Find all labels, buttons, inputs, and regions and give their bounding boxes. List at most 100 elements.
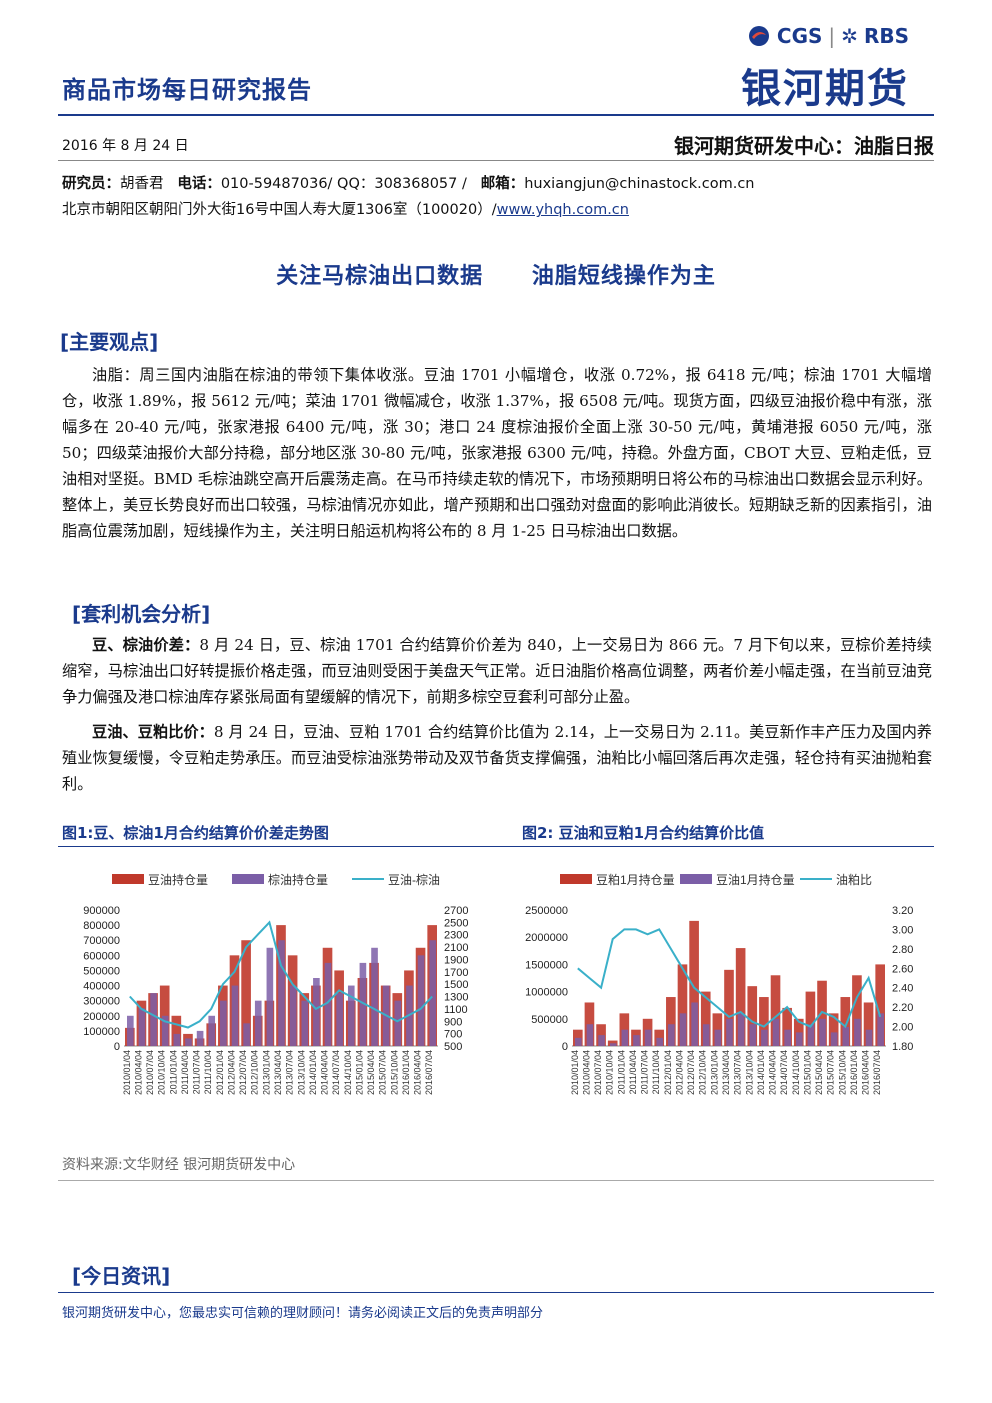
researcher-label: 研究员： [62, 176, 120, 192]
arbitrage-paragraph-2: 豆油、豆粕比价：8 月 24 日，豆油、豆粕 1701 合约结算价比值为 2.1… [62, 719, 932, 797]
bar-series-1 [654, 1029, 665, 1046]
bar-series-2 [266, 947, 274, 1046]
bar-series-1 [759, 997, 769, 1046]
y-right-tick-label: 2300 [444, 930, 468, 942]
logo-separator: | [828, 24, 836, 48]
y-left-tick-label: 100000 [83, 1026, 120, 1038]
bar-series-2 [161, 1015, 169, 1046]
x-tick-label: 2010/04/04 [133, 1050, 143, 1095]
x-tick-label: 2010/10/04 [605, 1050, 615, 1095]
bar-series-2 [598, 1035, 605, 1046]
y-left-tick-label: 300000 [83, 996, 120, 1008]
line-series [129, 920, 433, 1029]
x-tick-label: 2010/01/04 [122, 1050, 132, 1095]
x-tick-label: 2011/07/04 [192, 1050, 202, 1094]
arbitrage-paragraph-1: 豆、棕油价差：8 月 24 日，豆、棕油 1701 合约结算价价差为 840，上… [62, 632, 932, 710]
title-part1: 关注马棕油出口数据 [276, 264, 484, 289]
y-right-tick-label: 1100 [444, 1004, 468, 1016]
x-tick-label: 2013/07/04 [733, 1050, 743, 1095]
x-tick-label: 2015/01/04 [802, 1050, 812, 1095]
bar-series-1 [619, 1013, 630, 1046]
bar-series-1 [241, 940, 251, 1046]
x-tick-label: 2013/04/04 [721, 1050, 731, 1095]
y-left-tick-label: 0 [562, 1041, 568, 1053]
x-tick-label: 2013/07/04 [285, 1050, 295, 1095]
x-tick-label: 2011/04/04 [180, 1050, 190, 1094]
x-tick-label: 2015/10/04 [837, 1050, 847, 1095]
bar-series-2 [865, 1029, 873, 1046]
cgs-rbs-logo: CGS | ✲ RBS [747, 24, 909, 48]
x-tick-label: 2011/04/04 [628, 1050, 638, 1094]
y-right-tick-label: 1500 [444, 979, 468, 991]
y-right-tick-label: 2.20 [892, 1002, 913, 1014]
bar-series-2 [633, 1035, 640, 1046]
bar-series-2 [243, 1023, 250, 1046]
y-left-tick-label: 500000 [83, 965, 120, 977]
header-divider [58, 160, 934, 161]
x-tick-label: 2011/07/04 [640, 1050, 650, 1094]
bar-series-2 [621, 1029, 629, 1046]
data-source: 资料来源:文华财经 银河期货研发中心 [62, 1157, 296, 1173]
legend-label: 棕油持仓量 [268, 872, 328, 887]
x-tick-label: 2011/10/04 [203, 1050, 213, 1094]
x-tick-label: 2014/01/04 [308, 1050, 318, 1095]
arb1-label: 豆、棕油价差： [92, 636, 200, 654]
header-rule [58, 114, 934, 116]
arb1-text: 8 月 24 日，豆、棕油 1701 合约结算价价差为 840，上一交易日为 8… [62, 636, 932, 706]
bar-series-2 [854, 1018, 861, 1046]
email-value[interactable]: huxiangjun@chinastock.com.cn [524, 176, 755, 192]
x-tick-label: 2016/04/04 [861, 1050, 871, 1095]
x-tick-label: 2016/07/04 [872, 1050, 882, 1095]
footer-rule [58, 1292, 934, 1293]
y-right-tick-label: 3.00 [892, 924, 913, 936]
bar-series-1 [828, 1013, 839, 1046]
bar-series-1 [863, 1002, 874, 1046]
x-tick-label: 2014/10/04 [791, 1050, 801, 1095]
x-tick-label: 2013/10/04 [744, 1050, 754, 1095]
legend-label: 豆粕1月持仓量 [596, 872, 675, 887]
arb2-label: 豆油、豆粕比价： [92, 723, 214, 741]
bar-series-2 [795, 1032, 803, 1046]
bar-series-2 [830, 1032, 838, 1046]
bar-series-2 [586, 1024, 594, 1046]
legend-swatch [560, 874, 592, 884]
y-right-tick-label: 2700 [444, 905, 468, 917]
x-tick-label: 2011/01/04 [168, 1050, 178, 1094]
source-rule [58, 1180, 934, 1181]
bar-series-2 [185, 1038, 192, 1046]
x-tick-label: 2013/01/04 [709, 1050, 719, 1095]
bar-series-1 [700, 991, 711, 1046]
bar-series-2 [371, 947, 378, 1046]
contact-line: 研究员：胡香君 电话：010-59487036/ QQ：308368057 / … [62, 172, 755, 193]
bar-series-2 [150, 993, 157, 1046]
y-right-tick-label: 1700 [444, 967, 468, 979]
bar-series-2 [807, 1024, 815, 1046]
phone-label: 电话： [177, 176, 221, 192]
chart-1-spread: 豆油持仓量 棕油持仓量 豆油-棕油 900000 800000 700000 600000 5… [83, 872, 468, 1095]
figure-1-title: 图1:豆、棕油1月合约结算价价差走势图 [62, 824, 329, 842]
x-tick-label: 2014/04/04 [768, 1050, 778, 1095]
bar-series-1 [724, 969, 734, 1046]
bar-series-1 [840, 997, 851, 1046]
x-tick-label: 2010/07/04 [593, 1050, 603, 1095]
bar-series-2 [679, 1013, 687, 1046]
x-tick-label: 2014/04/04 [320, 1050, 330, 1095]
y-right-tick-label: 2.80 [892, 944, 913, 956]
bar-series-2 [301, 1000, 309, 1046]
bar-series-2 [819, 1018, 826, 1046]
x-tick-label: 2014/01/04 [756, 1050, 766, 1095]
email-label: 邮箱： [480, 176, 525, 192]
bar-series-1 [735, 948, 746, 1046]
website-link[interactable]: www.yhqh.com.cn [496, 202, 629, 218]
company-logo-text: 银河期货 [741, 66, 909, 112]
y-left-tick-label: 1000000 [525, 987, 568, 999]
rbs-text: RBS [863, 24, 909, 48]
x-tick-label: 2015/10/04 [389, 1050, 399, 1095]
x-tick-label: 2014/07/04 [779, 1050, 789, 1095]
bar-series-2 [749, 1024, 757, 1046]
legend-label: 豆油持仓量 [148, 872, 208, 887]
x-tick-label: 2015/01/04 [354, 1050, 364, 1095]
y-right-tick-label: 1300 [444, 992, 468, 1004]
x-tick-label: 2010/04/04 [581, 1050, 591, 1095]
x-tick-label: 2012/07/04 [238, 1050, 248, 1095]
